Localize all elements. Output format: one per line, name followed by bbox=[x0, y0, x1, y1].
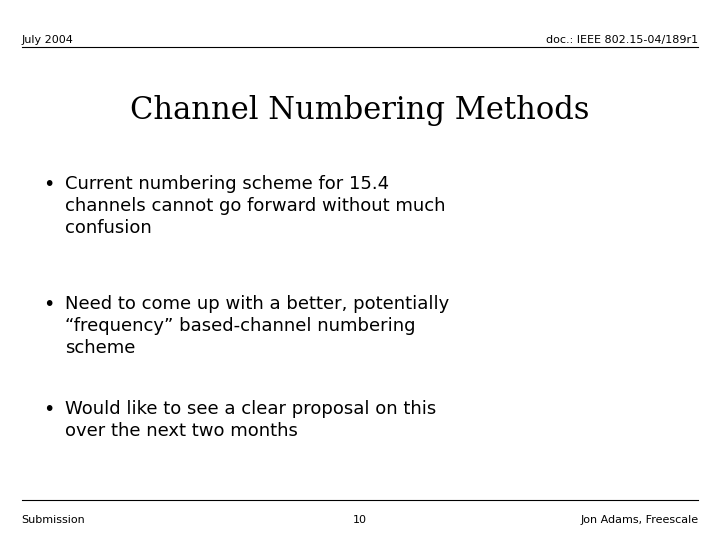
Text: Submission: Submission bbox=[22, 515, 86, 525]
Text: Would like to see a clear proposal on this
over the next two months: Would like to see a clear proposal on th… bbox=[65, 400, 436, 440]
Text: •: • bbox=[43, 400, 55, 419]
Text: Jon Adams, Freescale: Jon Adams, Freescale bbox=[580, 515, 698, 525]
Text: doc.: IEEE 802.15-04/189r1: doc.: IEEE 802.15-04/189r1 bbox=[546, 36, 698, 45]
Text: •: • bbox=[43, 295, 55, 314]
Text: Need to come up with a better, potentially
“frequency” based-channel numbering
s: Need to come up with a better, potential… bbox=[65, 295, 449, 357]
Text: 10: 10 bbox=[353, 515, 367, 525]
Text: •: • bbox=[43, 175, 55, 194]
Text: Channel Numbering Methods: Channel Numbering Methods bbox=[130, 95, 590, 126]
Text: Current numbering scheme for 15.4
channels cannot go forward without much
confus: Current numbering scheme for 15.4 channe… bbox=[65, 175, 445, 238]
Text: July 2004: July 2004 bbox=[22, 36, 73, 45]
